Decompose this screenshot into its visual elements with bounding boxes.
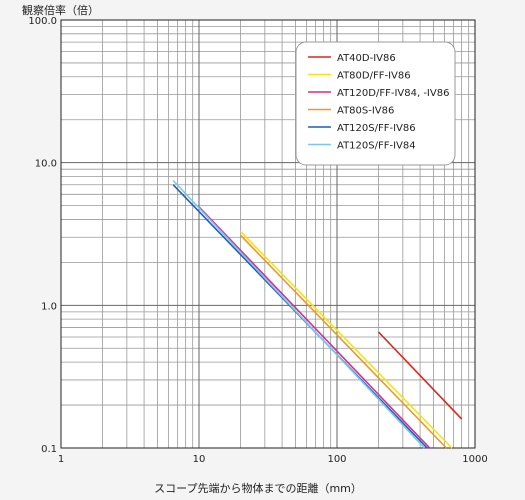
x-tick-label: 100 xyxy=(327,454,346,465)
x-axis-title: スコープ先端から物体までの距離（mm） xyxy=(154,481,362,495)
legend-label: AT80S-IV86 xyxy=(337,106,394,117)
plot-frame xyxy=(60,19,476,449)
legend-label: AT120D/FF-IV84, -IV86 xyxy=(337,88,449,99)
series-line xyxy=(198,206,431,449)
y-tick-label: 0.1 xyxy=(41,444,57,455)
legend-label: AT40D-IV86 xyxy=(337,53,396,64)
legend-label: AT120S/FF-IV86 xyxy=(337,123,416,134)
x-tick-label: 1000 xyxy=(462,454,487,465)
legend: AT40D-IV86 AT80D/FF-IV86 AT120D/FF-IV84, -… xyxy=(295,41,456,166)
legend-box xyxy=(295,41,456,166)
x-tick-label: 10 xyxy=(193,454,206,465)
series-layer xyxy=(172,179,463,449)
legend-label: AT120S/FF-IV84 xyxy=(337,141,416,152)
series-line xyxy=(172,179,425,449)
series-line xyxy=(239,230,453,449)
y-axis-title: 観察倍率（倍） xyxy=(22,3,99,17)
x-tick-labels: 1 10 100 1000 xyxy=(58,454,488,465)
legend-label: AT80D/FF-IV86 xyxy=(337,71,411,82)
y-tick-label: 1.0 xyxy=(41,301,57,312)
y-tick-label: 10.0 xyxy=(35,159,57,170)
x-tick-label: 1 xyxy=(58,454,64,465)
y-tick-labels: 0.1 1.0 10.0 100.0 xyxy=(28,16,57,455)
y-tick-label: 100.0 xyxy=(28,16,57,27)
series-line xyxy=(377,331,463,420)
series-line xyxy=(239,234,447,449)
